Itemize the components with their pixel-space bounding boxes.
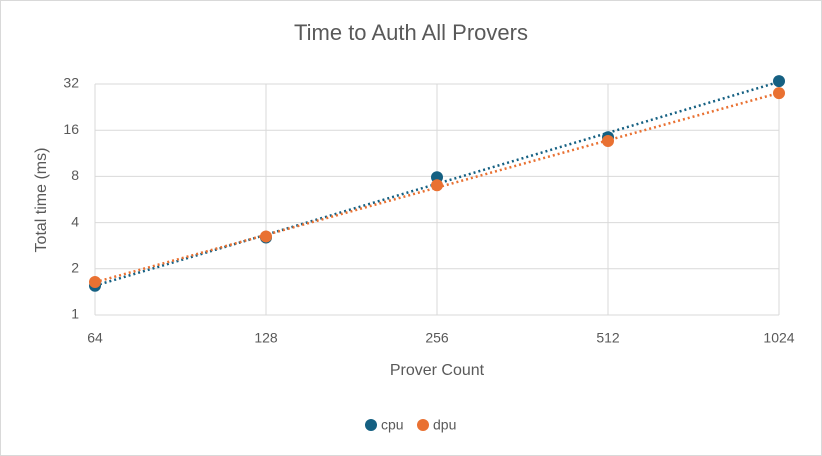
x-tick-label: 128 (254, 330, 278, 346)
data-point (773, 87, 785, 100)
data-point (773, 75, 785, 88)
legend-label: cpu (381, 417, 404, 433)
y-tick-label: 4 (71, 213, 79, 229)
data-point (602, 135, 614, 148)
data-point (431, 179, 443, 192)
x-tick-label: 256 (425, 330, 449, 346)
y-tick-label: 1 (71, 306, 79, 322)
trendline (94, 91, 780, 284)
x-tick-label: 1024 (763, 330, 794, 346)
y-tick-label: 8 (71, 167, 79, 183)
x-tick-label: 64 (87, 330, 103, 346)
y-tick-label: 32 (63, 75, 79, 91)
y-tick-label: 16 (63, 121, 79, 137)
y-axis-title: Total time (ms) (33, 148, 50, 253)
data-point (260, 230, 272, 243)
legend-marker (365, 419, 377, 431)
y-tick-label: 2 (71, 260, 79, 276)
x-axis-title: Prover Count (390, 362, 485, 379)
legend-label: dpu (433, 417, 456, 433)
chart-title: Time to Auth All Provers (294, 20, 528, 45)
x-tick-label: 512 (596, 330, 620, 346)
legend-marker (417, 419, 429, 431)
data-point (89, 276, 101, 289)
